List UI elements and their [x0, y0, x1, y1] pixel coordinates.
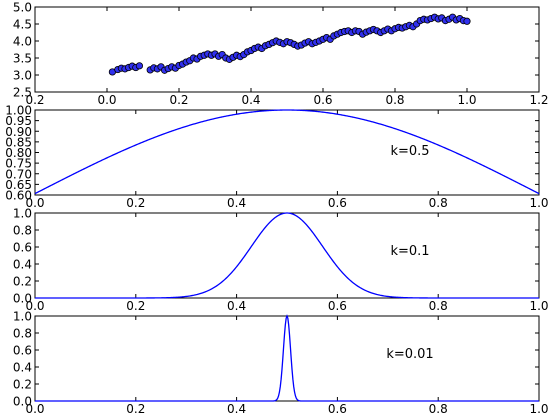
- x-tick-label: 1.0: [457, 93, 476, 107]
- k-annotation: k=0.5: [390, 144, 429, 159]
- y-tick-label: 0.85: [5, 135, 32, 149]
- y-tick-label: 2.5: [13, 86, 32, 100]
- x-tick-label: 0.0: [25, 299, 44, 313]
- y-tick-label: 3.0: [13, 69, 32, 83]
- x-tick-label: 0.2: [126, 196, 145, 210]
- scatter-series: [108, 13, 471, 76]
- y-tick-label: 0.65: [5, 178, 32, 192]
- y-tick-label: 0.4: [13, 361, 32, 375]
- y-tick-label: 0.0: [13, 395, 32, 409]
- curve-line: [35, 314, 539, 402]
- y-tick-label: 0.0: [13, 292, 32, 306]
- y-tick-label: 1.00: [5, 104, 32, 118]
- k-annotation: k=0.1: [390, 244, 429, 259]
- scatter-point: [463, 17, 471, 25]
- x-tick-label: 0.2: [169, 93, 188, 107]
- x-tick-label: 0.8: [429, 402, 448, 416]
- x-tick-label: 0.6: [328, 299, 347, 313]
- y-tick-label: 0.90: [5, 125, 32, 139]
- x-tick-label: 0.2: [25, 93, 44, 107]
- y-tick-label: 1.0: [13, 310, 32, 324]
- x-tick-label: 1.0: [529, 196, 548, 210]
- y-tick-label: 0.80: [5, 146, 32, 160]
- subplot-2: 0.0 0.2 0.4 0.6 0.8 1.00.600.650.700.750.800.…: [5, 104, 548, 211]
- y-tick-label: 0.95: [5, 114, 32, 128]
- y-tick-label: 0.60: [5, 189, 32, 203]
- curve-line: [35, 212, 539, 299]
- x-tick-label: 0.6: [313, 93, 332, 107]
- y-tick-label: 0.2: [13, 275, 32, 289]
- y-tick-label: 0.8: [13, 327, 32, 341]
- x-tick-label: 0.0: [25, 402, 44, 416]
- y-tick-label: 0.2: [13, 378, 32, 392]
- x-tick-label: 0.6: [328, 402, 347, 416]
- y-tick-label: 0.8: [13, 224, 32, 238]
- subplot-1: 0.2 0.0 0.2 0.4 0.6 0.8 1.0 1.2 2.5 3.0 3.5 4.0 4.5 5…: [13, 1, 549, 108]
- x-tick-label: 0.8: [429, 299, 448, 313]
- y-tick-label: 4.0: [13, 35, 32, 49]
- subplot-3: 0.0 0.2 0.4 0.6 0.8 1.0 0.0 0.2 0.4 0.6 0.8 1.0 k=0.…: [13, 207, 549, 314]
- y-tick-label: 4.5: [13, 18, 32, 32]
- y-tick-label: 0.6: [13, 344, 32, 358]
- y-tick-label: 5.0: [13, 1, 32, 15]
- k-annotation: k=0.01: [386, 347, 433, 362]
- plot-frame: [34, 315, 540, 402]
- y-tick-label: 0.4: [13, 258, 32, 272]
- x-tick-label: 0.0: [25, 196, 44, 210]
- subplot-4: 0.0 0.2 0.4 0.6 0.8 1.0 0.0 0.2 0.4 0.6 0.8 1.0 k=0.…: [13, 310, 549, 417]
- x-tick-label: 0.4: [227, 299, 246, 313]
- x-tick-label: 1.0: [529, 299, 548, 313]
- plot-frame: [34, 212, 540, 299]
- x-tick-label: 0.0: [97, 93, 116, 107]
- x-tick-label: 1.2: [529, 93, 548, 107]
- x-tick-label: 0.4: [227, 196, 246, 210]
- curve-line: [34, 109, 540, 195]
- x-tick-label: 0.2: [126, 402, 145, 416]
- y-tick-label: 0.6: [13, 241, 32, 255]
- x-tick-label: 0.2: [126, 299, 145, 313]
- x-tick-label: 0.4: [241, 93, 260, 107]
- y-tick-label: 0.70: [5, 167, 32, 181]
- y-tick-label: 1.0: [13, 207, 32, 221]
- x-tick-label: 1.0: [529, 402, 548, 416]
- y-tick-label: 0.75: [5, 157, 32, 171]
- x-tick-label: 0.4: [227, 402, 246, 416]
- x-tick-label: 0.8: [429, 196, 448, 210]
- plot-frame: [34, 109, 540, 196]
- scatter-point: [135, 62, 143, 70]
- y-tick-label: 3.5: [13, 52, 32, 66]
- x-tick-label: 0.8: [385, 93, 404, 107]
- x-tick-label: 0.6: [328, 196, 347, 210]
